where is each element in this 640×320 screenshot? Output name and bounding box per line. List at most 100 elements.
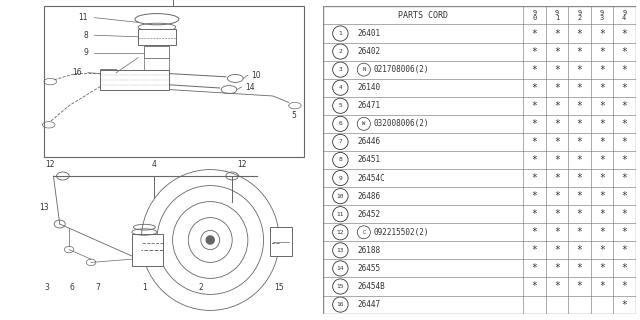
Text: 13: 13 xyxy=(337,248,344,253)
Text: *: * xyxy=(621,83,627,93)
Text: *: * xyxy=(531,173,537,183)
Text: *: * xyxy=(554,209,560,219)
Text: 2: 2 xyxy=(198,284,204,292)
Text: 12: 12 xyxy=(45,160,55,169)
Text: 15: 15 xyxy=(275,284,284,292)
Text: 2: 2 xyxy=(339,49,342,54)
Text: *: * xyxy=(554,28,560,38)
Text: 7: 7 xyxy=(339,140,342,144)
Text: 9: 9 xyxy=(577,10,581,16)
Text: 6: 6 xyxy=(339,121,342,126)
Text: 26471: 26471 xyxy=(358,101,381,110)
Text: 4: 4 xyxy=(151,160,156,169)
Text: 9: 9 xyxy=(532,10,536,16)
Text: 16: 16 xyxy=(72,68,82,77)
Text: 14: 14 xyxy=(244,83,254,92)
Text: *: * xyxy=(621,209,627,219)
Text: *: * xyxy=(577,137,582,147)
Text: *: * xyxy=(531,28,537,38)
Text: 10: 10 xyxy=(337,194,344,199)
Text: *: * xyxy=(621,47,627,57)
Text: *: * xyxy=(621,173,627,183)
Text: *: * xyxy=(599,209,605,219)
Text: 11: 11 xyxy=(337,212,344,217)
Text: 9: 9 xyxy=(339,176,342,180)
Text: 9: 9 xyxy=(555,10,559,16)
Text: *: * xyxy=(531,227,537,237)
Text: *: * xyxy=(531,137,537,147)
Text: *: * xyxy=(599,282,605,292)
FancyBboxPatch shape xyxy=(132,234,163,266)
Text: *: * xyxy=(531,101,537,111)
Text: 6: 6 xyxy=(70,284,75,292)
Text: *: * xyxy=(531,245,537,255)
Text: *: * xyxy=(554,227,560,237)
FancyBboxPatch shape xyxy=(138,29,176,45)
Text: *: * xyxy=(554,282,560,292)
FancyBboxPatch shape xyxy=(100,70,170,90)
Text: *: * xyxy=(621,263,627,273)
Text: *: * xyxy=(554,101,560,111)
Text: *: * xyxy=(621,65,627,75)
Text: *: * xyxy=(621,28,627,38)
Text: *: * xyxy=(531,65,537,75)
Circle shape xyxy=(205,235,215,245)
Text: *: * xyxy=(621,227,627,237)
Text: 9: 9 xyxy=(83,48,88,57)
Text: *: * xyxy=(599,173,605,183)
Text: 7: 7 xyxy=(95,284,100,292)
Text: 9: 9 xyxy=(622,10,627,16)
Text: W: W xyxy=(362,121,365,126)
Text: 12: 12 xyxy=(337,230,344,235)
Text: 0: 0 xyxy=(532,15,536,21)
Text: 092215502(2): 092215502(2) xyxy=(373,228,429,237)
Text: *: * xyxy=(554,191,560,201)
Text: 26455: 26455 xyxy=(358,264,381,273)
Text: *: * xyxy=(577,227,582,237)
Text: *: * xyxy=(621,119,627,129)
Text: 4: 4 xyxy=(339,85,342,90)
Text: 26454C: 26454C xyxy=(358,173,385,183)
Text: *: * xyxy=(599,137,605,147)
Text: *: * xyxy=(599,28,605,38)
Text: *: * xyxy=(577,282,582,292)
Text: *: * xyxy=(577,155,582,165)
Text: *: * xyxy=(599,101,605,111)
Text: *: * xyxy=(621,245,627,255)
Text: N: N xyxy=(362,67,365,72)
Text: 26402: 26402 xyxy=(358,47,381,56)
Text: *: * xyxy=(554,263,560,273)
Text: *: * xyxy=(531,282,537,292)
Text: *: * xyxy=(531,83,537,93)
Text: *: * xyxy=(554,137,560,147)
Text: *: * xyxy=(577,47,582,57)
Text: *: * xyxy=(599,65,605,75)
Text: 12: 12 xyxy=(237,160,246,169)
Text: 9: 9 xyxy=(600,10,604,16)
Text: *: * xyxy=(531,119,537,129)
Text: 26454B: 26454B xyxy=(358,282,385,291)
Text: 26447: 26447 xyxy=(358,300,381,309)
Text: 26452: 26452 xyxy=(358,210,381,219)
Text: *: * xyxy=(554,65,560,75)
Text: 26140: 26140 xyxy=(358,83,381,92)
Text: *: * xyxy=(599,191,605,201)
Text: *: * xyxy=(599,245,605,255)
Text: *: * xyxy=(599,47,605,57)
Text: 4: 4 xyxy=(622,15,627,21)
FancyBboxPatch shape xyxy=(100,69,116,77)
Text: 13: 13 xyxy=(39,204,49,212)
Text: *: * xyxy=(577,101,582,111)
Text: *: * xyxy=(577,191,582,201)
Text: 3: 3 xyxy=(600,15,604,21)
Text: 032008006(2): 032008006(2) xyxy=(373,119,429,128)
Bar xyxy=(44,6,305,157)
Text: 5: 5 xyxy=(292,111,297,120)
Text: *: * xyxy=(531,47,537,57)
Text: *: * xyxy=(621,137,627,147)
Text: *: * xyxy=(577,209,582,219)
Text: 26446: 26446 xyxy=(358,137,381,147)
Text: 26451: 26451 xyxy=(358,156,381,164)
Text: 3: 3 xyxy=(339,67,342,72)
Text: 10: 10 xyxy=(251,71,260,80)
